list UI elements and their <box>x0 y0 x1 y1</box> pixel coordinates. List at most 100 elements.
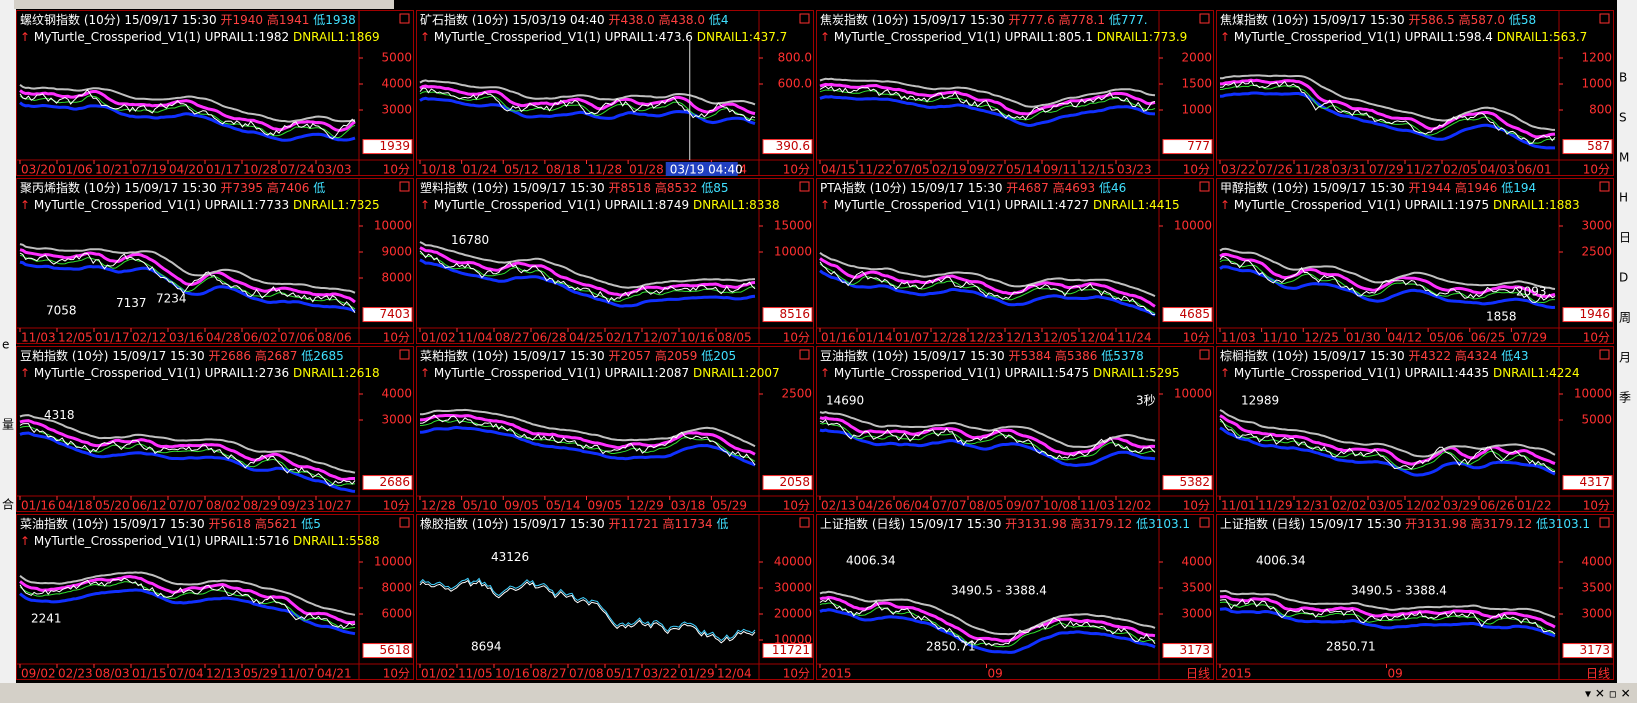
panel[interactable]: 焦煤指数 (10分) 15/09/17 15:30 开586.5 高587.0 … <box>1216 10 1614 177</box>
close-button[interactable] <box>399 13 410 24</box>
date-label: 2015 <box>1221 667 1252 681</box>
panel[interactable]: 上证指数 (日线) 15/09/17 15:30 开3131.98 高3179.… <box>816 514 1214 681</box>
indicator-line: ↑ MyTurtle_Crossperiod_V1(1) UPRAIL1:547… <box>820 366 1180 380</box>
price-tag <box>762 139 813 155</box>
unit-label: 10分 <box>1183 331 1210 345</box>
date-label: 03/05 <box>1369 499 1404 513</box>
title-time: 15/03/19 04:40 <box>512 13 604 27</box>
side-label[interactable]: D <box>1619 271 1628 285</box>
side-label[interactable]: B <box>1619 71 1627 85</box>
side-label[interactable]: 月 <box>1619 351 1631 365</box>
indicator-arrow: ↑ <box>420 198 434 212</box>
close-button[interactable] <box>1199 181 1210 192</box>
date-label: 11/24 <box>1117 331 1152 345</box>
close-button[interactable] <box>799 13 810 24</box>
close-button[interactable] <box>799 517 810 528</box>
side-label[interactable]: M <box>1619 151 1629 165</box>
close-button[interactable] <box>1599 517 1610 528</box>
close-button[interactable] <box>1599 349 1610 360</box>
mini-toolbar[interactable] <box>14 0 394 9</box>
price-tick-label: 3500 <box>1181 581 1212 595</box>
left-toolbar <box>0 0 16 683</box>
unit-label: 日线 <box>1586 667 1610 681</box>
panel[interactable]: 塑料指数 (10分) 15/09/17 15:30 开8518 高8532 低8… <box>416 178 814 345</box>
side-label[interactable]: 日 <box>1619 231 1631 245</box>
annotation: 4006.34 <box>1256 553 1306 567</box>
price-tag-label: 3173 <box>1579 643 1610 657</box>
price-tag <box>1162 643 1213 659</box>
title-name: 棕榈指数 <box>1220 348 1268 363</box>
panel[interactable]: 豆粕指数 (10分) 15/09/17 15:30 开2686 高2687 低2… <box>16 346 414 513</box>
title-time: 15/09/17 15:30 <box>112 517 204 531</box>
panel[interactable]: 焦炭指数 (10分) 15/09/17 15:30 开777.6 高778.1 … <box>816 10 1214 177</box>
panel[interactable]: 橡胶指数 (10分) 15/09/17 15:30 开11721 高11734 … <box>416 514 814 681</box>
price-tick-label: 8000 <box>381 271 412 285</box>
side-label[interactable]: 量 <box>2 418 14 432</box>
title-period: (10分) <box>872 349 909 363</box>
panel[interactable]: 菜粕指数 (10分) 15/09/17 15:30 开2057 高2059 低2… <box>416 346 814 513</box>
price-tick-label: 2500 <box>781 387 812 401</box>
indicator-dn: DNRAIL1:5588 <box>293 534 380 548</box>
date-label: 07/07 <box>169 499 204 513</box>
side-label[interactable]: 合 <box>2 497 14 512</box>
close-button[interactable] <box>399 349 410 360</box>
date-label: 09/23 <box>280 499 315 513</box>
bar-buttons[interactable]: ▾ ✕ ▫ ✕ <box>1585 687 1631 701</box>
right-toolbar <box>1617 0 1637 683</box>
indicator-arrow: ↑ <box>1220 30 1234 44</box>
close-button[interactable] <box>399 517 410 528</box>
panel[interactable]: PTA指数 (10分) 15/09/17 15:30 开4687 高4693 低… <box>816 178 1214 345</box>
ma-line <box>819 590 1156 636</box>
price-tag <box>1562 643 1613 659</box>
panel[interactable]: 矿石指数 (10分) 15/03/19 04:40 开438.0 高438.0 … <box>416 10 814 177</box>
panel[interactable]: 豆油指数 (10分) 15/09/17 15:30 开5384 高5386 低5… <box>816 346 1214 513</box>
indicator-dn: DNRAIL1:2618 <box>293 366 380 380</box>
side-label[interactable]: 季 <box>1619 391 1631 405</box>
close-button[interactable] <box>399 181 410 192</box>
price-line <box>19 577 356 629</box>
annotation: 4006.34 <box>846 553 896 567</box>
side-label[interactable]: 周 <box>1619 311 1631 325</box>
panel[interactable]: 甲醇指数 (10分) 15/09/17 15:30 开1944 高1946 低1… <box>1216 178 1614 345</box>
close-button[interactable] <box>799 181 810 192</box>
title-low: 低194 <box>1501 181 1536 195</box>
close-button[interactable] <box>1599 181 1610 192</box>
panel[interactable]: 菜油指数 (10分) 15/09/17 15:30 开5618 高5621 低5… <box>16 514 414 681</box>
title-low: 低5378 <box>1101 349 1144 363</box>
date-label: 07/24 <box>280 163 315 177</box>
indicator-arrow: ↑ <box>20 198 34 212</box>
indicator-line: ↑ MyTurtle_Crossperiod_V1(1) UPRAIL1:473… <box>420 30 787 44</box>
panel[interactable]: 螺纹钢指数 (10分) 15/09/17 15:30 开1940 高1941 低… <box>16 10 414 177</box>
close-button[interactable] <box>1199 517 1210 528</box>
close-button[interactable] <box>1199 13 1210 24</box>
date-label: 09 <box>1388 667 1403 681</box>
panel[interactable]: 上证指数 (日线) 15/09/17 15:30 开3131.98 高3179.… <box>1216 514 1614 681</box>
panel-title: PTA指数 (10分) 15/09/17 15:30 开4687 高4693 低… <box>820 180 1126 195</box>
unit-label: 10分 <box>1583 499 1610 513</box>
panel[interactable]: 棕榈指数 (10分) 15/09/17 15:30 开4322 高4324 低4… <box>1216 346 1614 513</box>
channel-line <box>819 257 1156 308</box>
price-tag <box>1562 475 1613 491</box>
title-time: 15/09/17 15:30 <box>912 13 1004 27</box>
date-label: 10/28 <box>243 163 278 177</box>
indicator-up: UPRAIL1:805.1 <box>1005 30 1093 44</box>
date-label: 05/10 <box>463 499 498 513</box>
channel-line <box>19 431 356 493</box>
close-button[interactable] <box>1199 349 1210 360</box>
panel-border <box>16 178 414 344</box>
title-open: 开8518 <box>608 181 651 195</box>
title-low: 低205 <box>701 349 736 363</box>
title-high: 高3179.12 <box>1071 516 1133 531</box>
side-label[interactable]: e <box>2 338 9 352</box>
price-line <box>419 414 756 466</box>
price-tag <box>762 307 813 323</box>
close-button[interactable] <box>799 349 810 360</box>
close-button[interactable] <box>1599 13 1610 24</box>
panel[interactable]: 聚丙烯指数 (10分) 15/09/17 15:30 开7395 高7406 低… <box>16 178 414 345</box>
price-tick-label: 8000 <box>381 581 412 595</box>
side-label[interactable]: H <box>1619 191 1628 205</box>
annotation: 2093 <box>1516 285 1547 299</box>
side-label[interactable]: S <box>1619 111 1627 125</box>
indicator-up: UPRAIL1:473.6 <box>605 30 693 44</box>
date-label: 03/22 <box>1221 163 1256 177</box>
